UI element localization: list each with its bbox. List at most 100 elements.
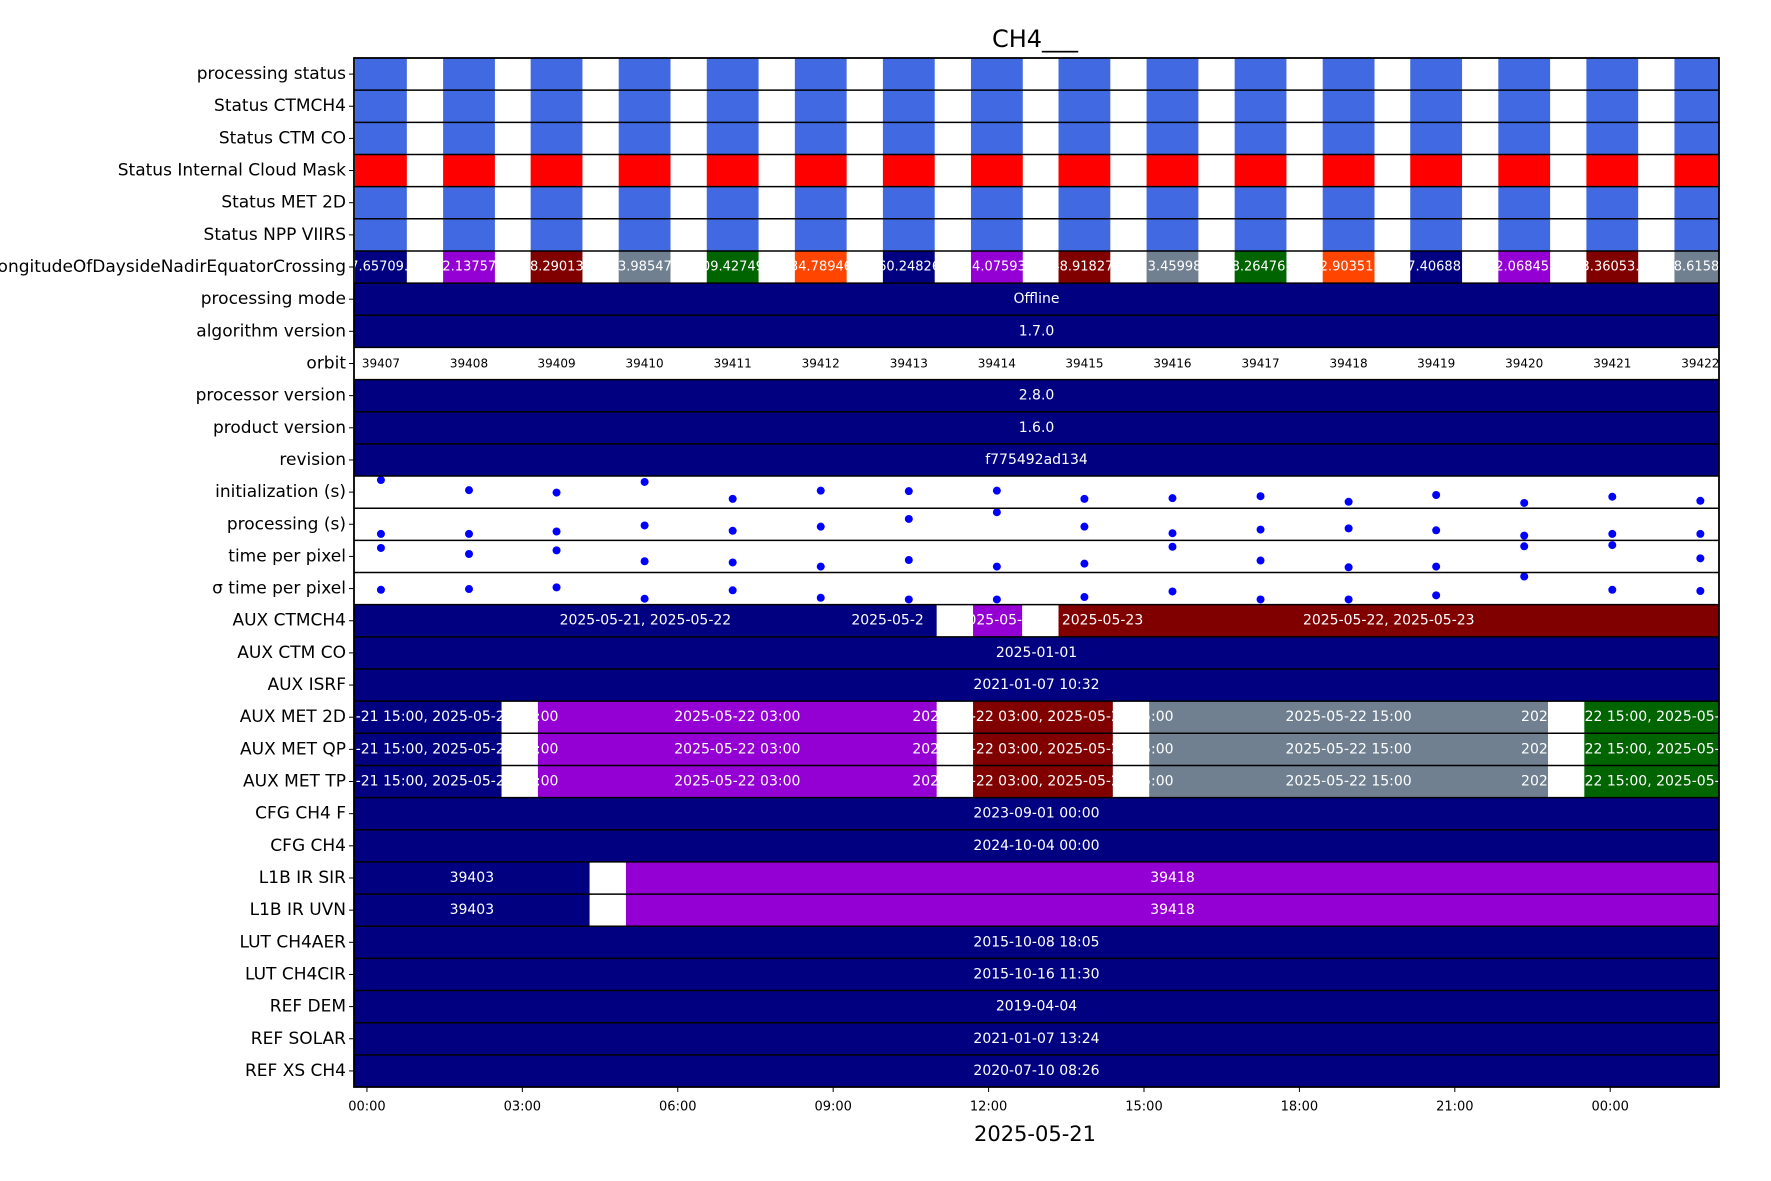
granule-bar <box>1586 122 1639 155</box>
band-segment <box>1584 765 1719 798</box>
band-segment <box>1548 701 1585 734</box>
data-point <box>1168 542 1177 551</box>
granule-bar <box>1146 186 1199 219</box>
row: 2025-01-01 <box>354 636 1719 669</box>
row: 2021-01-07 13:24 <box>354 1022 1719 1055</box>
granule-bar <box>443 250 495 284</box>
band-segment <box>1112 701 1150 734</box>
band-segment <box>354 894 590 927</box>
band-label: 2025-05-22 03:00 <box>674 741 800 757</box>
y-tick-label: Status CTM CO <box>219 128 346 148</box>
granule-bar <box>1146 154 1199 187</box>
band-segment <box>354 926 1719 959</box>
y-tick-label: AUX CTM CO <box>237 643 346 663</box>
x-tick-label: 00:00 <box>1591 1100 1628 1115</box>
data-point <box>376 476 385 485</box>
band-segment <box>936 733 974 766</box>
band-segment <box>1149 701 1549 734</box>
y-tick-label: CFG CH4 F <box>255 804 346 824</box>
granule-bar <box>355 186 407 219</box>
granule-bar <box>706 90 759 123</box>
band-segment <box>589 861 626 895</box>
granule-bar <box>443 218 495 251</box>
granule-bar <box>443 122 495 155</box>
band-segment <box>501 701 538 734</box>
band-segment <box>354 797 1719 830</box>
band-label: 2015-10-16 11:30 <box>973 966 1099 982</box>
band-segment <box>1112 765 1150 798</box>
band-segment <box>354 733 502 766</box>
row <box>376 508 1705 540</box>
y-tick-label: LongitudeOfDaysideNadirEquatorCrossing <box>0 257 346 277</box>
band-label: 2.8.0 <box>1019 388 1055 404</box>
y-tick-label: L1B IR UVN <box>250 900 346 920</box>
data-point <box>552 583 561 592</box>
y-tick-label: Status CTMCH4 <box>214 96 346 116</box>
granule-bar <box>1674 90 1719 123</box>
granule-bar <box>618 122 671 155</box>
granule-bar <box>706 250 759 284</box>
granule-label: -58.29013... <box>517 260 596 275</box>
data-point <box>1080 494 1089 503</box>
granule-label: 47.40688... <box>1399 260 1473 275</box>
band-label: 2025-05-2 <box>959 613 1031 629</box>
band-segment <box>1112 733 1150 766</box>
band-label: 2019-04-04 <box>996 999 1077 1015</box>
granule-bar <box>1322 218 1375 251</box>
y-tick-label: σ time per pixel <box>212 579 346 599</box>
row <box>355 58 1719 91</box>
granule-bar <box>794 250 847 284</box>
granule-bar <box>1234 154 1287 187</box>
granule-bar <box>618 90 671 123</box>
row: 39407 39408 39409 39410 39411 39412 39413 39414… <box>362 356 1719 370</box>
y-tick-label: orbit <box>306 353 346 373</box>
band-segment <box>354 829 1719 862</box>
granule-bar <box>618 250 671 284</box>
band-segment <box>1548 765 1585 798</box>
y-tick-label: AUX MET TP <box>243 772 346 792</box>
granule-bar <box>355 58 407 91</box>
y-tick-label: AUX MET QP <box>240 739 346 759</box>
granule-bar <box>1674 122 1719 155</box>
data-point <box>992 595 1001 604</box>
granule-bar <box>882 122 935 155</box>
row <box>355 90 1719 123</box>
x-axis-label: 2025-05-21 <box>974 1122 1096 1146</box>
granule-label: 22.06845... <box>1487 260 1561 275</box>
row: -7.65709... -32.13757... -58.29013... -83.9… <box>354 250 1719 284</box>
data-point <box>376 529 385 538</box>
data-point <box>640 521 649 530</box>
row: 1.7.0 <box>354 315 1719 348</box>
band-label: 2023-09-01 00:00 <box>973 806 1099 822</box>
granule-bar <box>1410 218 1463 251</box>
row: 2021-01-07 10:32 <box>354 668 1719 702</box>
granule-bar <box>618 154 671 187</box>
chart-title: CH4___ <box>992 25 1079 53</box>
granule-bar <box>1058 250 1111 284</box>
granule-bar <box>530 250 583 284</box>
row <box>355 218 1719 251</box>
granule-bar <box>1322 154 1375 187</box>
data-point <box>1080 522 1089 531</box>
granule-bar <box>1498 250 1551 284</box>
orbit-number: 39418 <box>1330 356 1368 370</box>
granule-bar <box>706 122 759 155</box>
data-point <box>552 488 561 497</box>
granule-bar <box>1410 186 1463 219</box>
orbit-number: 39414 <box>978 356 1016 370</box>
y-tick-label: LUT CH4CIR <box>245 964 346 984</box>
granule-bar <box>1058 58 1111 91</box>
orbit-number: 39416 <box>1153 356 1191 370</box>
granule-bar <box>1498 218 1551 251</box>
granule-bar <box>1586 250 1639 284</box>
granule-bar <box>1586 218 1639 251</box>
y-tick-label: processing mode <box>201 289 346 309</box>
band-label: 2025-05-22 03:00, 2025-05-22 15:00 <box>912 741 1173 757</box>
granule-label: -134.78946... <box>777 260 864 275</box>
granule-bar <box>1586 186 1639 219</box>
granule-bar <box>1322 122 1375 155</box>
y-tick-label: LUT CH4AER <box>239 932 346 952</box>
granule-bar <box>794 90 847 123</box>
band-segment <box>973 604 1023 637</box>
band-label: 2025-05-22 15:00 <box>1286 774 1412 790</box>
